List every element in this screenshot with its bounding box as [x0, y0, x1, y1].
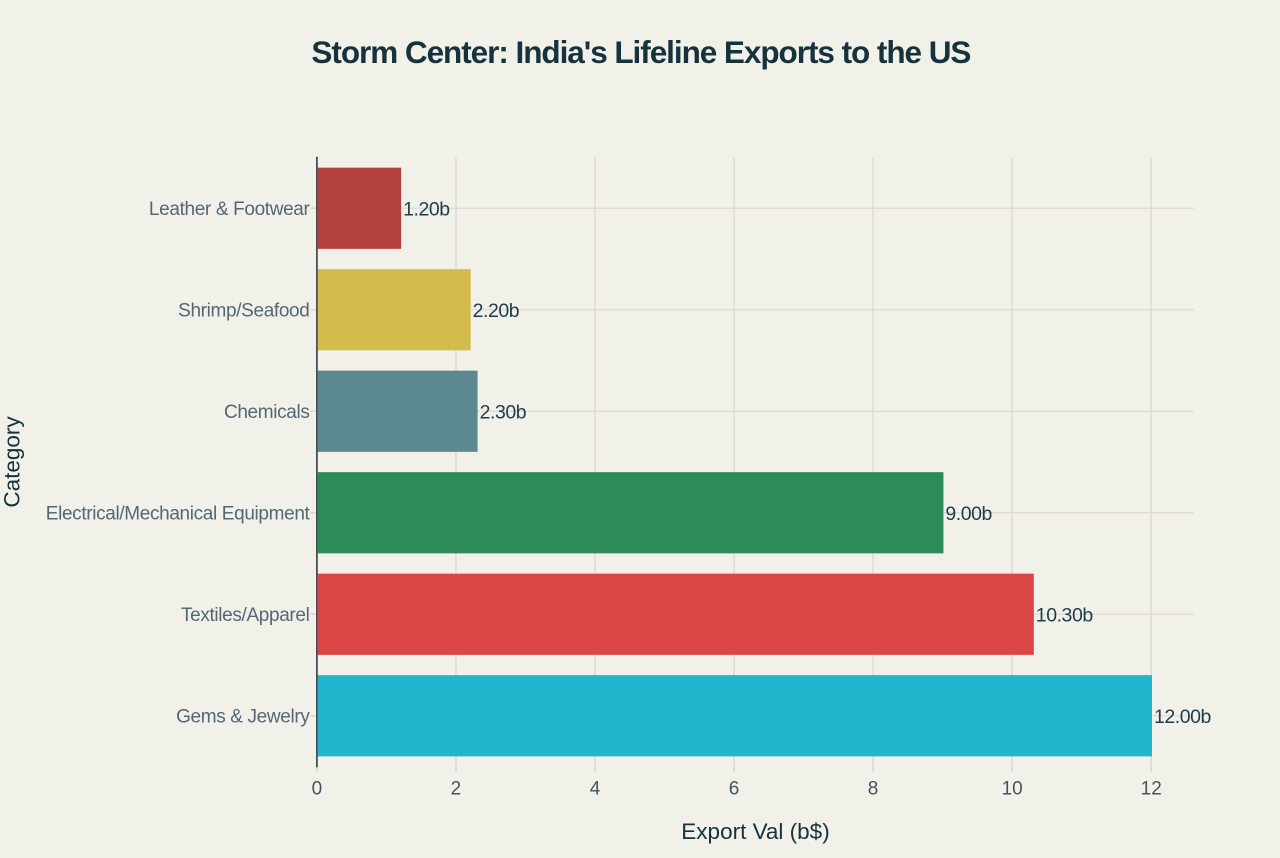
- svg-text:Shrimp/Seafood: Shrimp/Seafood: [178, 301, 309, 322]
- svg-text:8: 8: [868, 779, 879, 800]
- svg-text:12.00b: 12.00b: [1154, 706, 1212, 728]
- svg-text:6: 6: [729, 779, 740, 800]
- svg-text:9.00b: 9.00b: [945, 503, 992, 525]
- svg-text:2: 2: [451, 779, 462, 800]
- svg-text:Leather & Footwear: Leather & Footwear: [149, 199, 311, 220]
- svg-text:Chemicals: Chemicals: [224, 402, 310, 423]
- svg-text:Storm Center: India's Lifeline: Storm Center: India's Lifeline Exports t…: [311, 34, 970, 70]
- svg-text:Export Val (b$): Export Val (b$): [681, 819, 829, 844]
- svg-text:4: 4: [590, 779, 601, 800]
- svg-text:1.20b: 1.20b: [403, 198, 450, 220]
- svg-text:Gems & Jewelry: Gems & Jewelry: [176, 707, 310, 728]
- svg-text:0: 0: [312, 779, 323, 800]
- svg-text:Electrical/Mechanical Equipmen: Electrical/Mechanical Equipment: [46, 504, 311, 525]
- svg-text:12: 12: [1141, 779, 1162, 800]
- svg-text:2.30b: 2.30b: [480, 401, 527, 423]
- svg-text:Textiles/Apparel: Textiles/Apparel: [181, 605, 310, 626]
- svg-text:2.20b: 2.20b: [473, 300, 520, 322]
- svg-text:10: 10: [1002, 779, 1023, 800]
- svg-text:Category: Category: [0, 416, 24, 508]
- svg-text:10.30b: 10.30b: [1036, 604, 1094, 626]
